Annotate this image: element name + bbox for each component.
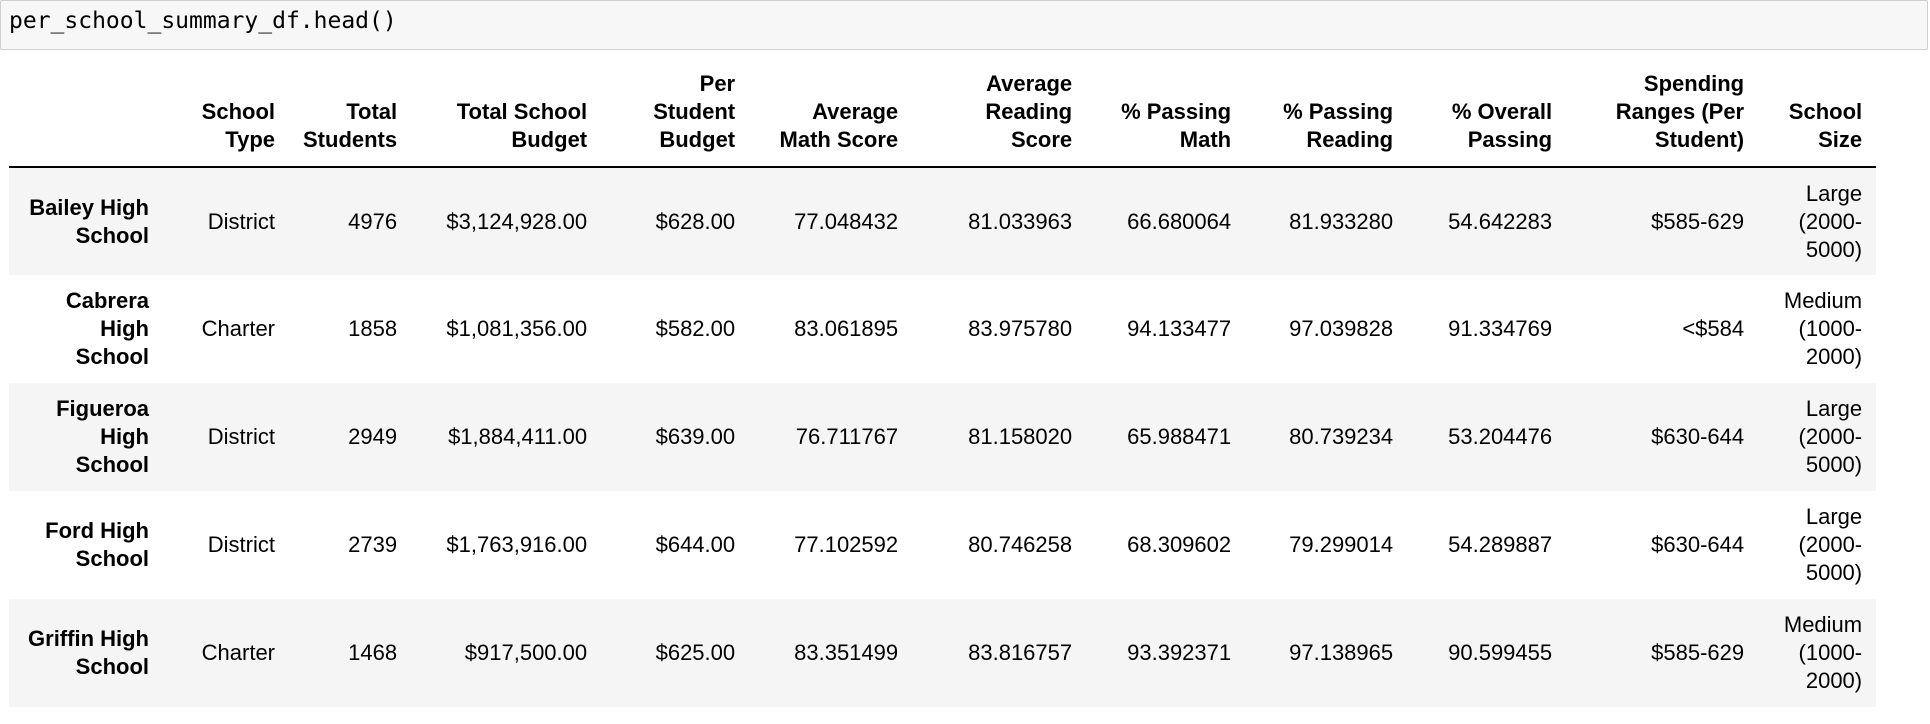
table-cell: 79.299014 [1289,532,1394,557]
column-header: Total Students [289,70,412,168]
table-row: Ford High School District 2739 $1,763,91… [9,491,1877,599]
table-cell: $644.00 [655,532,736,557]
table-cell: $585-629 [1651,208,1745,234]
table-cell: 81.933280 [1289,208,1394,234]
table-cell: Medium (1000-2000) [1783,612,1863,693]
table-cell: 83.975780 [968,316,1073,341]
table-cell: Charter [201,640,275,665]
table-cell: $628.00 [655,208,736,234]
table-cell: 80.746258 [968,532,1073,557]
row-index-label: Cabrera High School [65,288,149,369]
column-header: Average Math Score [749,70,913,168]
table-cell: $582.00 [655,316,736,341]
table-cell: 97.138965 [1289,640,1394,665]
code-text: per_school_summary_df.head() [9,8,397,34]
table-cell: $639.00 [655,424,736,449]
table-cell: $3,124,928.00 [446,208,588,234]
column-header: School Size [1758,70,1877,168]
table-cell: Large (2000-5000) [1798,396,1863,477]
table-cell: <$584 [1682,316,1745,341]
table-cell: 1858 [348,316,398,341]
table-cell: $630-644 [1651,424,1745,449]
table-cell: $625.00 [655,640,736,665]
row-index-label: Griffin High School [28,626,149,679]
row-index-label: Bailey High School [29,194,149,248]
row-index-label: Figueroa High School [56,396,149,477]
table-cell: 2739 [348,532,398,557]
column-header: School Type [163,70,289,168]
table-cell: $1,763,916.00 [446,532,588,557]
table-row: Griffin High School Charter 1468 $917,50… [9,599,1877,707]
table-cell: 77.048432 [794,208,899,234]
column-header: % Passing Math [1086,70,1246,168]
table-cell: 90.599455 [1448,640,1553,665]
dataframe-table: School Type Total Students Total School … [9,70,1877,707]
table-cell: 83.061895 [794,316,899,341]
table-cell: $585-629 [1651,640,1745,665]
table-cell: 83.351499 [794,640,899,665]
table-cell: 53.204476 [1448,424,1553,449]
table-cell: $917,500.00 [464,640,588,665]
code-input-cell[interactable]: per_school_summary_df.head() [0,0,1928,50]
table-cell: 83.816757 [968,640,1073,665]
table-cell: Medium (1000-2000) [1783,288,1863,369]
table-cell: 2949 [348,424,398,449]
table-cell: 77.102592 [794,532,899,557]
column-header: % Passing Reading [1245,70,1408,168]
table-cell: District [207,424,275,449]
table-cell: $630-644 [1651,532,1745,557]
table-cell: Large (2000-5000) [1798,504,1863,585]
table-cell: 54.642283 [1448,208,1553,234]
table-row: Bailey High School District 4976 $3,124,… [9,167,1877,275]
table-cell: Charter [201,316,275,341]
table-cell: 54.289887 [1448,532,1553,557]
column-header: % Overall Passing [1407,70,1567,168]
table-cell: 81.158020 [968,424,1073,449]
table-cell: 68.309602 [1127,532,1232,557]
table-cell: 91.334769 [1448,316,1553,341]
index-header [9,70,163,168]
column-header: Spending Ranges (Per Student) [1566,70,1759,168]
table-row: Cabrera High School Charter 1858 $1,081,… [9,275,1877,383]
table-cell: 4976 [348,208,398,234]
table-cell: 1468 [348,640,398,665]
table-row: Figueroa High School District 2949 $1,88… [9,383,1877,491]
table-cell: District [207,208,275,234]
table-cell: 94.133477 [1127,316,1232,341]
row-index-label: Ford High School [45,518,149,571]
column-header: Per Student Budget [601,70,750,168]
table-cell: 65.988471 [1127,424,1232,449]
column-header: Average Reading Score [912,70,1087,168]
table-cell: 93.392371 [1127,640,1232,665]
table-cell: 81.033963 [968,208,1073,234]
table-cell: 76.711767 [795,424,899,449]
table-cell: $1,884,411.00 [448,424,588,449]
table-cell: $1,081,356.00 [446,316,588,341]
table-cell: 80.739234 [1289,424,1394,449]
table-cell: 66.680064 [1127,208,1232,234]
header-row: School Type Total Students Total School … [9,70,1877,168]
table-cell: Large (2000-5000) [1798,180,1863,262]
table-cell: 97.039828 [1289,316,1394,341]
output-area: School Type Total Students Total School … [9,70,1919,707]
table-cell: District [207,532,275,557]
column-header: Total School Budget [411,70,602,168]
